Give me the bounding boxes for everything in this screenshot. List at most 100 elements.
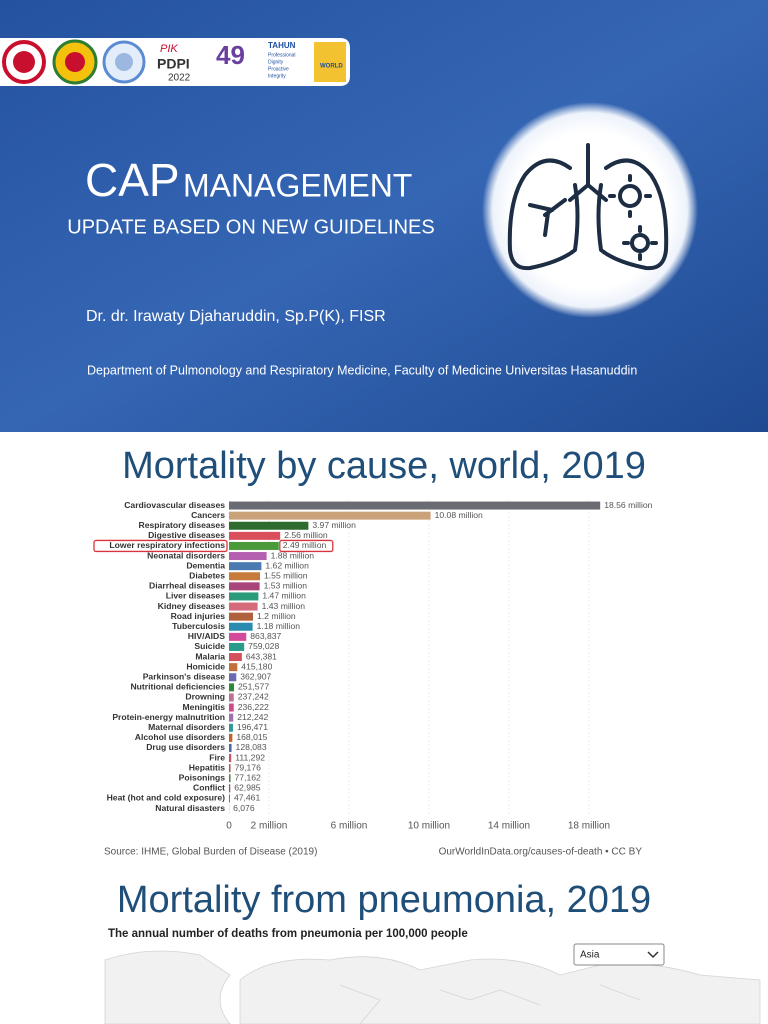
bar <box>229 743 232 752</box>
region-dropdown-label: Asia <box>580 950 600 961</box>
x-tick-label: Hepatitis <box>189 762 226 772</box>
title-main: CAP <box>85 154 180 206</box>
x-tick-label: Protein-energy malnutrition <box>112 712 225 722</box>
value-label: 2.49 million <box>283 540 327 550</box>
highlight-box <box>93 539 228 553</box>
x-tick-label: Diabetes <box>189 571 225 581</box>
value-label: 168,015 <box>236 732 267 742</box>
bar <box>229 541 279 550</box>
logo-text: 49 <box>216 40 245 70</box>
bar <box>229 632 247 641</box>
x-tick-label: 6 million <box>331 821 368 832</box>
value-label: 1.53 million <box>264 581 308 591</box>
logo-text: PIK <box>160 43 178 55</box>
dropdown-arrow <box>647 951 659 959</box>
bar <box>229 602 258 611</box>
bar-chart: 0 2 million 6 million 10 million 14 million 1… <box>93 500 653 832</box>
value-label: 1.88 million <box>271 550 315 560</box>
value-label: 643,381 <box>246 651 277 661</box>
x-tick-label: Fire <box>209 752 225 762</box>
x-tick-label: Meningitis <box>183 702 226 712</box>
bar <box>229 592 259 601</box>
map-subtitle: The annual number of deaths from pneumon… <box>108 928 468 940</box>
value-label: 415,180 <box>241 661 272 671</box>
bar <box>229 501 601 510</box>
value-label: 1.18 million <box>257 621 301 631</box>
x-tick-label: Drug use disorders <box>146 742 225 752</box>
logo-text: PDPI <box>157 56 190 72</box>
value-label: 79,176 <box>235 762 262 772</box>
value-label: 77,162 <box>235 773 262 783</box>
x-tick-label: Heat (hot and cold exposure) <box>107 793 226 803</box>
slide-title: Mortality from pneumonia, 2019 <box>117 879 651 921</box>
bar <box>229 582 260 591</box>
x-tick-label: 0 <box>226 821 232 832</box>
x-tick-label: Respiratory diseases <box>139 520 226 530</box>
x-tick-label: Parkinson's disease <box>143 672 226 682</box>
bar <box>229 622 253 631</box>
logo-text: 2022 <box>168 73 191 84</box>
bar <box>229 693 234 702</box>
bar <box>229 794 230 803</box>
x-tick-label: Malaria <box>195 651 225 661</box>
x-tick-label: 14 million <box>488 821 530 832</box>
logo-text: Integrity <box>268 73 286 79</box>
x-tick-label: Maternal disorders <box>148 722 225 732</box>
x-tick-label: Drowning <box>185 692 225 702</box>
x-tick-label: Cancers <box>191 510 225 520</box>
logo-text: Dignity <box>268 59 284 65</box>
bar <box>229 531 281 540</box>
bar <box>229 774 231 783</box>
bar <box>229 723 233 732</box>
value-label: 236,222 <box>238 702 269 712</box>
title-rest: MANAGEMENT <box>183 167 412 203</box>
value-label: 128,083 <box>236 742 267 752</box>
value-label: 196,471 <box>237 722 268 732</box>
subtitle: UPDATE BASED ON NEW GUIDELINES <box>67 216 434 238</box>
bar <box>229 612 253 621</box>
x-tick-label: Homicide <box>186 661 225 671</box>
x-tick-label: Neonatal disorders <box>147 550 225 560</box>
bar <box>229 653 242 662</box>
bar <box>229 572 260 581</box>
x-tick-label: Road injuries <box>171 611 226 621</box>
value-label: 18.56 million <box>604 500 652 510</box>
value-label: 10.08 million <box>435 510 483 520</box>
value-label: 47,461 <box>234 793 261 803</box>
x-tick-label: Poisonings <box>179 773 226 783</box>
value-label: 1.62 million <box>265 560 309 570</box>
x-tick-label: 18 million <box>568 821 610 832</box>
value-label: 362,907 <box>240 672 271 682</box>
bar <box>229 733 233 742</box>
bar <box>229 663 238 672</box>
logo-text: TAHUN <box>268 41 296 50</box>
chart-credit: OurWorldInData.org/causes-of-death • CC … <box>439 847 643 858</box>
x-tick-label: Kidney diseases <box>158 601 226 611</box>
x-tick-label: Cardiovascular diseases <box>124 500 225 510</box>
value-label: 759,028 <box>248 641 279 651</box>
bar <box>229 764 231 773</box>
value-label: 62,985 <box>234 783 261 793</box>
x-tick-label: 10 million <box>408 821 450 832</box>
logo-text: WORLD <box>320 64 343 70</box>
value-label: 212,242 <box>237 712 268 722</box>
x-tick-label: Suicide <box>194 641 225 651</box>
x-tick-label: Dementia <box>186 560 225 570</box>
value-label: 1.55 million <box>264 571 308 581</box>
bar <box>229 642 245 651</box>
x-tick-label: Diarrheal diseases <box>149 581 225 591</box>
bar <box>229 562 262 571</box>
x-tick-label: Digestive diseases <box>148 530 225 540</box>
region-dropdown[interactable] <box>573 943 665 966</box>
logo-text: Professional <box>268 52 296 58</box>
bar <box>229 521 309 530</box>
highlight-box <box>279 539 334 553</box>
bar <box>229 713 234 722</box>
bar <box>229 683 235 692</box>
x-tick-label: Lower respiratory infections <box>109 540 225 550</box>
x-tick-label: Tuberculosis <box>172 621 225 631</box>
bar <box>229 552 267 561</box>
x-tick-label: Natural disasters <box>155 803 225 813</box>
value-label: 1.43 million <box>262 601 306 611</box>
